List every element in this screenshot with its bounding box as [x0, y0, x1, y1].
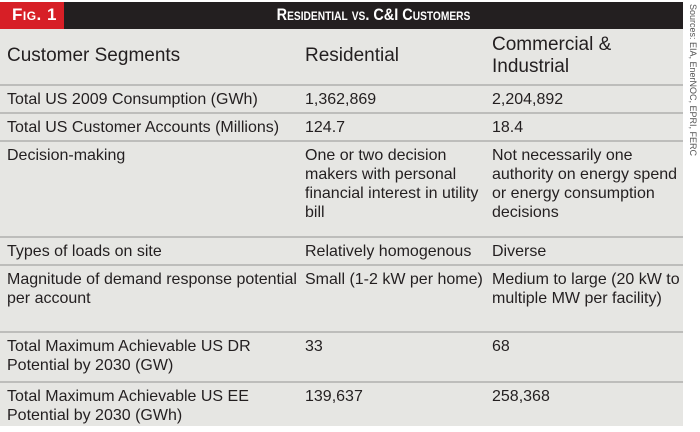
header-row: Customer Segments Residential Commercial…: [0, 29, 683, 86]
table-row: Magnitude of demand response potential p…: [0, 265, 683, 333]
row-label: Total US Customer Accounts (Millions): [0, 113, 298, 142]
residential-value: 124.7: [298, 113, 485, 142]
ci-value: 258,368: [492, 388, 550, 405]
ci-value: 68: [485, 332, 683, 383]
column-header: Customer Segments: [0, 29, 298, 86]
figure-title: Residential vs. C&I Customers: [276, 5, 471, 24]
residential-value: 33: [298, 332, 485, 383]
table-row: Decision-making One or two decision maker…: [0, 141, 683, 238]
column-header: Residential: [298, 29, 485, 86]
comparison-table: Customer Segments Residential Commercial…: [0, 29, 683, 432]
row-label: Magnitude of demand response potential p…: [0, 265, 298, 333]
table-row: Total Maximum Achievable US DR Potential…: [0, 332, 683, 383]
row-label: Total Maximum Achievable US EE Potential…: [7, 388, 249, 424]
residential-value: Small (1-2 kW per home): [298, 265, 485, 333]
ci-value: 2,204,892: [485, 85, 683, 114]
row-label: Total US 2009 Consumption (GWh): [0, 85, 298, 114]
ci-value: Diverse: [485, 237, 683, 266]
ci-value: 18.4: [485, 113, 683, 142]
ci-value: Medium to large (20 kW to multiple MW pe…: [485, 265, 683, 333]
figure-label: Fig. 1: [0, 2, 64, 29]
residential-value: 1,362,869: [298, 85, 485, 114]
residential-value: One or two decision makers with personal…: [298, 141, 485, 238]
row-label: Total Maximum Achievable US DR Potential…: [0, 332, 298, 383]
residential-value: Relatively homogenous: [298, 237, 485, 266]
row-label: Decision-making: [0, 141, 298, 238]
table-row: Total US Customer Accounts (Millions) 124…: [0, 113, 683, 142]
column-header: Commercial & Industrial: [485, 29, 683, 86]
figure-header: Fig. 1 Residential vs. C&I Customers: [0, 2, 683, 29]
ci-value: Not necessarily one authority on energy …: [485, 141, 683, 238]
table-row: Types of loads on site Relatively homogen…: [0, 237, 683, 266]
residential-value: 139,637: [305, 388, 363, 405]
table-row: Total US 2009 Consumption (GWh) 1,362,869…: [0, 85, 683, 114]
source-note: Sources: EIA, EnerNOC, EPRI, FERC: [688, 4, 698, 157]
table-row: Total Maximum Achievable US EE Potential…: [0, 382, 683, 432]
comparison-table-figure: Fig. 1 Residential vs. C&I Customers Cus…: [0, 2, 683, 426]
row-label: Types of loads on site: [0, 237, 298, 266]
